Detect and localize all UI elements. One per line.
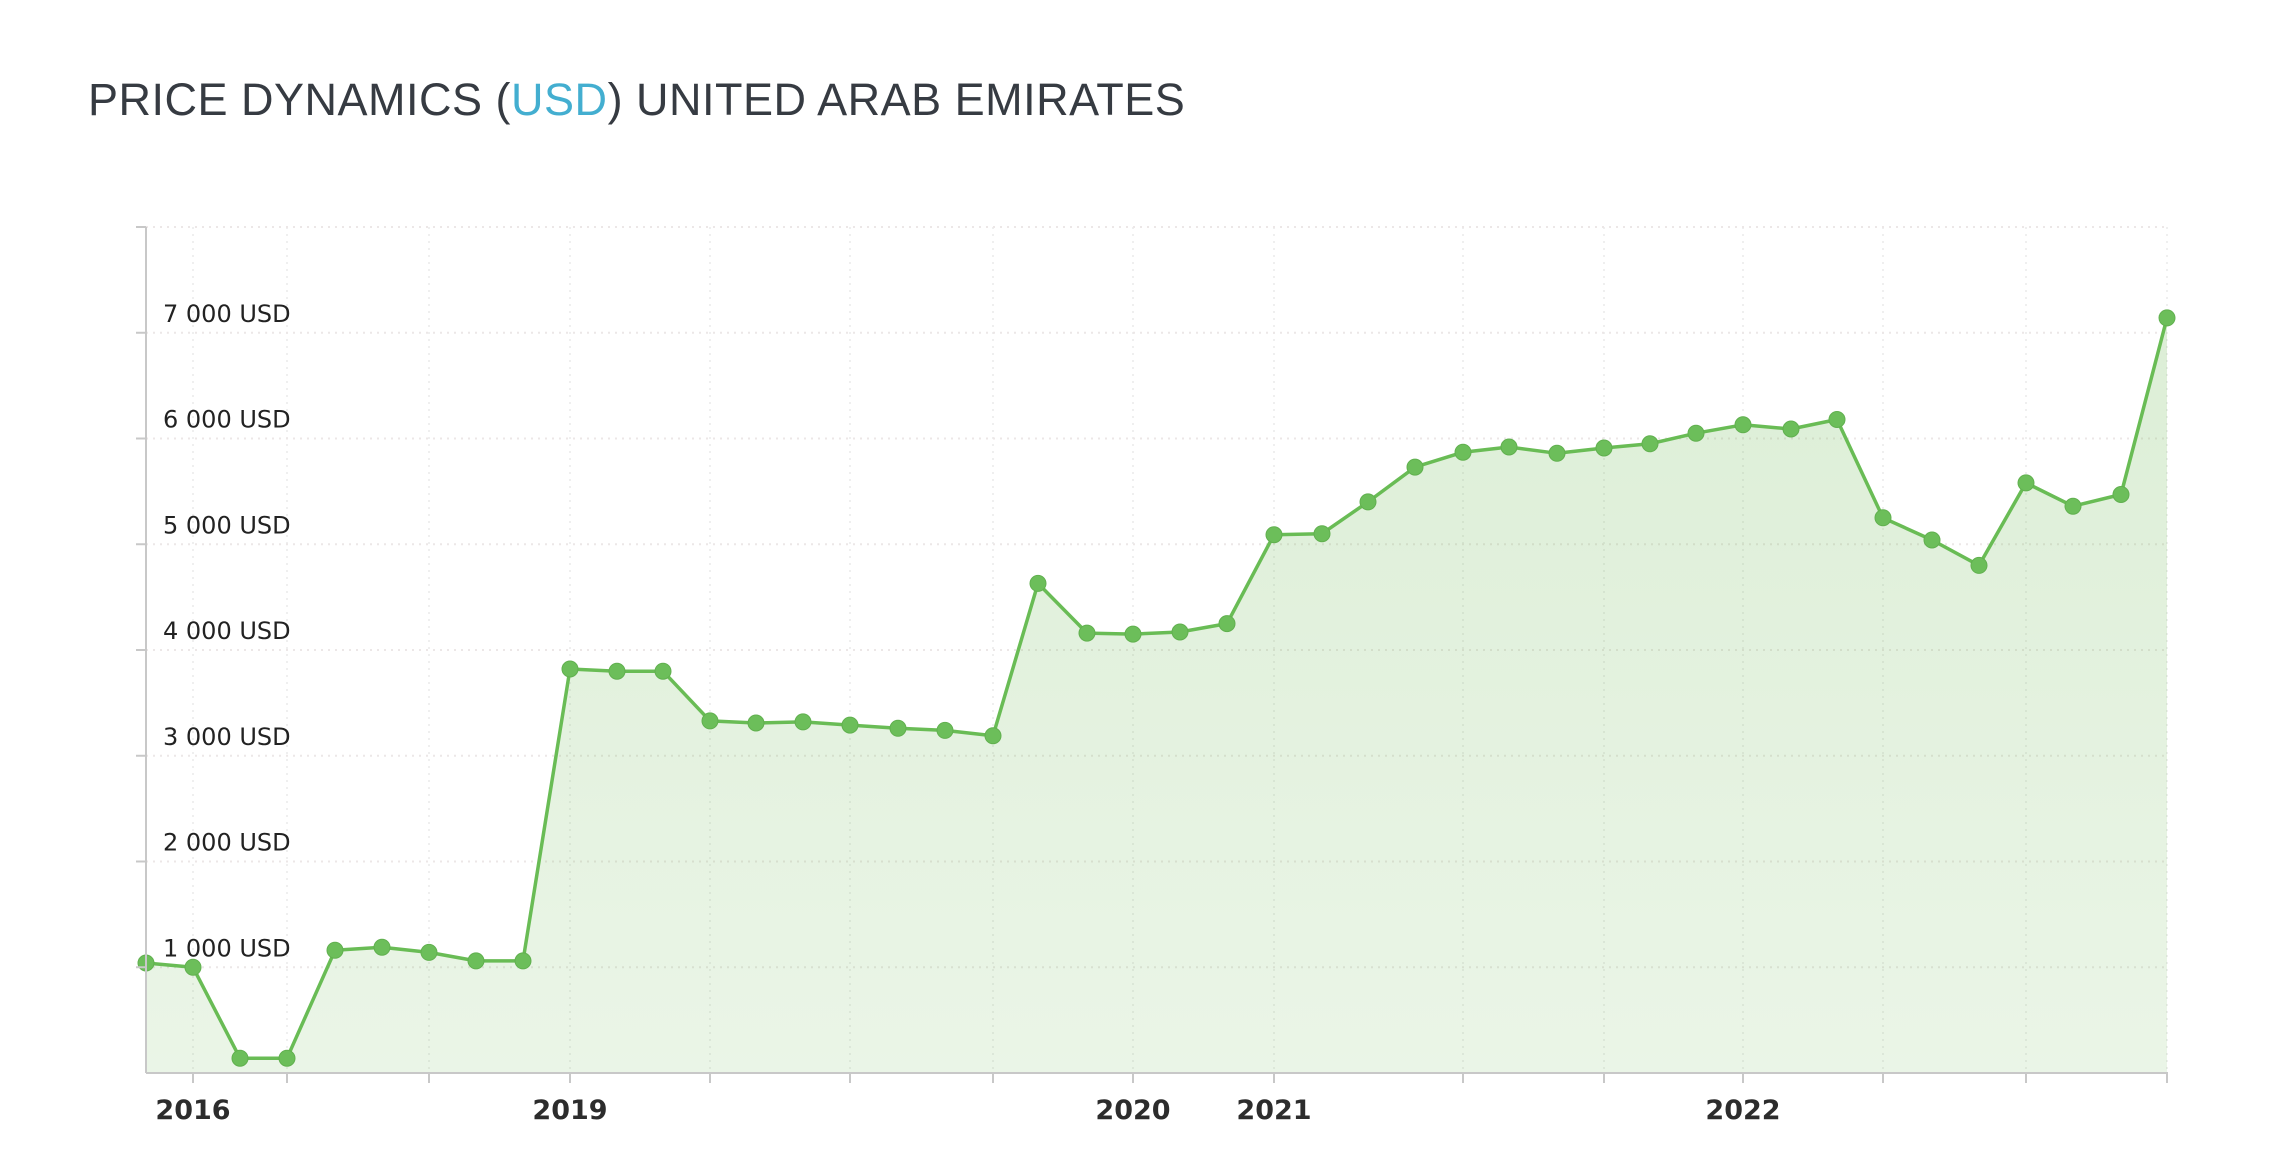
- data-point[interactable]: [1500, 438, 1518, 456]
- data-point[interactable]: [1782, 420, 1800, 438]
- x-axis-year-label: 2022: [1705, 1095, 1780, 1126]
- data-point[interactable]: [1595, 439, 1613, 457]
- data-point[interactable]: [373, 938, 391, 956]
- y-axis-label: 7 000 USD: [163, 300, 291, 328]
- data-point[interactable]: [514, 952, 532, 970]
- series-layer: [137, 309, 2176, 1073]
- x-axis-year-label: 2019: [532, 1095, 607, 1126]
- data-point[interactable]: [231, 1049, 249, 1067]
- data-point[interactable]: [794, 713, 812, 731]
- y-axis-label: 3 000 USD: [163, 723, 291, 751]
- data-point[interactable]: [1218, 615, 1236, 633]
- data-point[interactable]: [608, 662, 626, 680]
- y-axis-label: 4 000 USD: [163, 617, 291, 645]
- data-point[interactable]: [747, 714, 765, 732]
- chart-title: PRICE DYNAMICS (USD) UNITED ARAB EMIRATE…: [88, 74, 1185, 126]
- data-point[interactable]: [701, 712, 719, 730]
- y-axis-label: 5 000 USD: [163, 511, 291, 539]
- data-point[interactable]: [1874, 509, 1892, 527]
- data-point[interactable]: [278, 1049, 296, 1067]
- data-point[interactable]: [1734, 416, 1752, 434]
- x-axis-year-label: 2016: [155, 1095, 230, 1126]
- data-point[interactable]: [1548, 444, 1566, 462]
- data-point[interactable]: [1124, 625, 1142, 643]
- data-point[interactable]: [654, 662, 672, 680]
- y-axis-label: 2 000 USD: [163, 829, 291, 857]
- chart-title-suffix: ) UNITED ARAB EMIRATES: [607, 74, 1186, 125]
- data-point[interactable]: [1171, 623, 1189, 641]
- data-point[interactable]: [841, 716, 859, 734]
- data-point[interactable]: [1641, 435, 1659, 453]
- data-point[interactable]: [1406, 458, 1424, 476]
- x-axis-year-label: 2020: [1095, 1095, 1170, 1126]
- chart-title-prefix: PRICE DYNAMICS (: [88, 74, 512, 125]
- data-point[interactable]: [561, 660, 579, 678]
- data-point[interactable]: [936, 721, 954, 739]
- data-point[interactable]: [1078, 624, 1096, 642]
- data-point[interactable]: [2017, 474, 2035, 492]
- data-point[interactable]: [184, 958, 202, 976]
- data-point[interactable]: [1687, 424, 1705, 442]
- data-point[interactable]: [1923, 531, 1941, 549]
- data-point[interactable]: [1029, 574, 1047, 592]
- data-point[interactable]: [1313, 525, 1331, 543]
- y-axis-label: 6 000 USD: [163, 406, 291, 434]
- title-currency: USD: [511, 74, 608, 125]
- data-point[interactable]: [467, 952, 485, 970]
- data-point[interactable]: [1970, 556, 1988, 574]
- data-point[interactable]: [1454, 443, 1472, 461]
- data-point[interactable]: [889, 719, 907, 737]
- data-point[interactable]: [326, 941, 344, 959]
- data-point[interactable]: [984, 727, 1002, 745]
- data-point[interactable]: [2064, 497, 2082, 515]
- x-axis-year-label: 2021: [1236, 1095, 1311, 1126]
- data-point[interactable]: [1828, 411, 1846, 428]
- label-layer: 1 000 USD 2 000 USD 3 000 USD 4 000 USD 5 00…: [155, 300, 1780, 1126]
- data-point[interactable]: [420, 943, 438, 961]
- data-point[interactable]: [2158, 309, 2176, 327]
- data-point[interactable]: [1265, 526, 1283, 544]
- y-axis-label: 1 000 USD: [163, 934, 291, 962]
- data-point[interactable]: [1359, 493, 1377, 511]
- area-fill: [146, 317, 2167, 1073]
- axis-layer: [136, 226, 2168, 1083]
- data-point[interactable]: [2112, 486, 2130, 503]
